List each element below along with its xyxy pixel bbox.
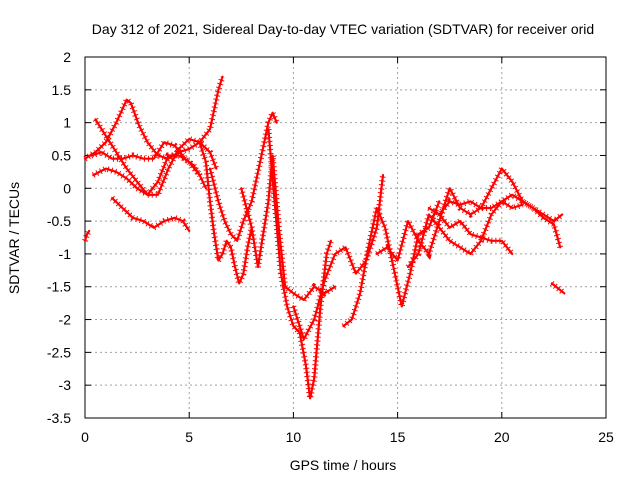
y-tick-label: -3.5 — [47, 410, 71, 426]
series-line — [438, 193, 562, 249]
y-axis-label: SDTVAR / TECUs — [6, 182, 22, 294]
x-tick-label: 25 — [598, 429, 614, 445]
series-line — [550, 282, 566, 295]
y-tick-label: -1 — [59, 246, 72, 262]
series-line — [427, 206, 514, 255]
x-axis-label: GPS time / hours — [290, 457, 397, 473]
x-tick-label: 0 — [81, 429, 89, 445]
grid — [85, 57, 606, 418]
series-line — [83, 229, 91, 242]
series-line — [110, 197, 191, 232]
y-tick-label: 0 — [63, 180, 71, 196]
y-tick-label: -2.5 — [47, 344, 71, 360]
y-tick-label: -2 — [59, 312, 72, 328]
series-markers — [341, 198, 443, 329]
series-line — [208, 111, 278, 242]
series-line — [267, 128, 332, 400]
series-markers — [290, 174, 386, 347]
series-layer — [82, 75, 567, 400]
y-tick-label: 2 — [63, 49, 71, 65]
series-markers — [196, 141, 255, 293]
axis-ticks: 0 5 10 15 20 25 2 1.5 1 0.5 0 -0.5 -1 -1.5 -2 -2.5 -3 -3.… — [47, 49, 614, 445]
series-line — [198, 141, 253, 285]
y-tick-label: 0.5 — [52, 147, 72, 163]
plot-frame — [84, 56, 607, 419]
series-line — [83, 75, 224, 160]
series-markers — [265, 128, 334, 399]
series-line — [292, 174, 385, 341]
y-tick-label: -0.5 — [47, 213, 71, 229]
y-tick-label: 1.5 — [52, 82, 72, 98]
y-tick-label: 1 — [63, 115, 71, 131]
series-line — [375, 167, 564, 262]
x-tick-label: 15 — [390, 429, 406, 445]
series-line — [406, 200, 524, 269]
x-tick-label: 5 — [185, 429, 193, 445]
series-line — [92, 154, 207, 196]
x-tick-label: 10 — [286, 429, 302, 445]
series-line — [240, 154, 337, 301]
x-tick-label: 20 — [494, 429, 510, 445]
y-tick-label: -3 — [59, 377, 72, 393]
y-tick-label: -1.5 — [47, 279, 71, 295]
series-line — [342, 200, 441, 328]
chart-title: Day 312 of 2021, Sidereal Day-to-day VTE… — [92, 21, 594, 37]
